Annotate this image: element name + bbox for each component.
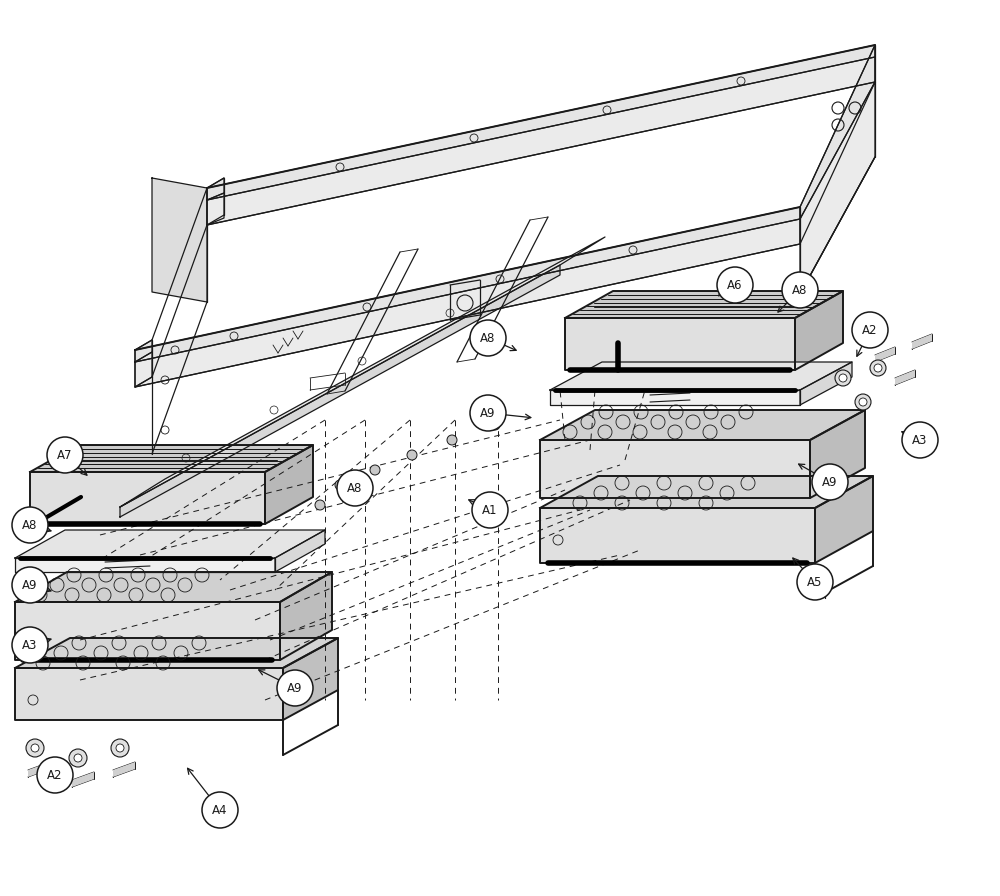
Text: A2: A2 [862, 323, 878, 337]
Text: A2: A2 [47, 769, 63, 781]
Circle shape [407, 450, 417, 460]
Circle shape [470, 395, 506, 431]
Circle shape [902, 422, 938, 458]
Text: A6: A6 [727, 279, 743, 291]
Circle shape [116, 744, 124, 752]
Text: A8: A8 [792, 283, 808, 297]
Circle shape [69, 749, 87, 767]
Polygon shape [120, 237, 605, 507]
Polygon shape [135, 219, 800, 387]
Polygon shape [912, 334, 932, 349]
Polygon shape [15, 572, 332, 602]
Circle shape [335, 480, 345, 490]
Polygon shape [15, 558, 275, 572]
Polygon shape [28, 762, 50, 777]
Polygon shape [895, 370, 915, 385]
Circle shape [340, 487, 350, 497]
Text: A3: A3 [22, 639, 38, 651]
Circle shape [839, 374, 847, 382]
Polygon shape [550, 362, 852, 390]
Polygon shape [275, 530, 325, 572]
Circle shape [859, 398, 867, 406]
Circle shape [370, 465, 380, 475]
Circle shape [12, 627, 48, 663]
Circle shape [870, 360, 886, 376]
Circle shape [835, 370, 851, 386]
Text: A3: A3 [912, 434, 928, 446]
Circle shape [812, 464, 848, 500]
Text: A4: A4 [212, 804, 228, 816]
Polygon shape [540, 410, 865, 440]
Text: A9: A9 [822, 476, 838, 488]
Text: A9: A9 [480, 407, 496, 419]
Text: A8: A8 [347, 481, 363, 495]
Text: A7: A7 [57, 449, 73, 461]
Polygon shape [30, 472, 265, 524]
Polygon shape [207, 45, 875, 200]
Polygon shape [120, 265, 560, 517]
Polygon shape [565, 318, 795, 370]
Circle shape [315, 500, 325, 510]
Polygon shape [72, 772, 94, 787]
Polygon shape [265, 445, 313, 524]
Circle shape [37, 757, 73, 793]
Polygon shape [135, 207, 800, 362]
Circle shape [490, 420, 500, 430]
Polygon shape [152, 178, 207, 302]
Polygon shape [280, 572, 332, 660]
Circle shape [874, 364, 882, 372]
Text: A9: A9 [287, 682, 303, 694]
Polygon shape [283, 638, 338, 720]
Polygon shape [815, 476, 873, 563]
Text: A8: A8 [22, 519, 38, 531]
Polygon shape [207, 57, 875, 225]
Polygon shape [113, 762, 135, 777]
Circle shape [797, 564, 833, 600]
Polygon shape [550, 390, 800, 405]
Polygon shape [795, 291, 843, 370]
Polygon shape [207, 193, 224, 225]
Circle shape [472, 492, 508, 528]
Polygon shape [15, 638, 338, 668]
Circle shape [111, 739, 129, 757]
Polygon shape [875, 347, 895, 362]
Polygon shape [207, 178, 224, 200]
Circle shape [74, 754, 82, 762]
Circle shape [855, 394, 871, 410]
Circle shape [26, 739, 44, 757]
Polygon shape [15, 602, 280, 660]
Circle shape [31, 744, 39, 752]
Circle shape [12, 507, 48, 543]
Text: A1: A1 [482, 504, 498, 516]
Circle shape [852, 312, 888, 348]
Circle shape [277, 670, 313, 706]
Text: A9: A9 [22, 579, 38, 591]
Circle shape [717, 267, 753, 303]
Text: A8: A8 [480, 332, 496, 344]
Circle shape [12, 567, 48, 603]
Circle shape [202, 792, 238, 828]
Circle shape [47, 437, 83, 473]
Polygon shape [800, 82, 875, 294]
Polygon shape [135, 352, 152, 387]
Circle shape [337, 470, 373, 506]
Polygon shape [30, 445, 313, 472]
Circle shape [447, 435, 457, 445]
Polygon shape [135, 340, 152, 362]
Text: A5: A5 [807, 575, 823, 589]
Polygon shape [540, 476, 873, 508]
Polygon shape [15, 530, 325, 558]
Polygon shape [565, 291, 843, 318]
Circle shape [470, 320, 506, 356]
Polygon shape [810, 410, 865, 498]
Circle shape [782, 272, 818, 308]
Polygon shape [540, 508, 815, 563]
Polygon shape [800, 45, 875, 219]
Polygon shape [15, 668, 283, 720]
Polygon shape [540, 440, 810, 498]
Polygon shape [800, 362, 852, 405]
